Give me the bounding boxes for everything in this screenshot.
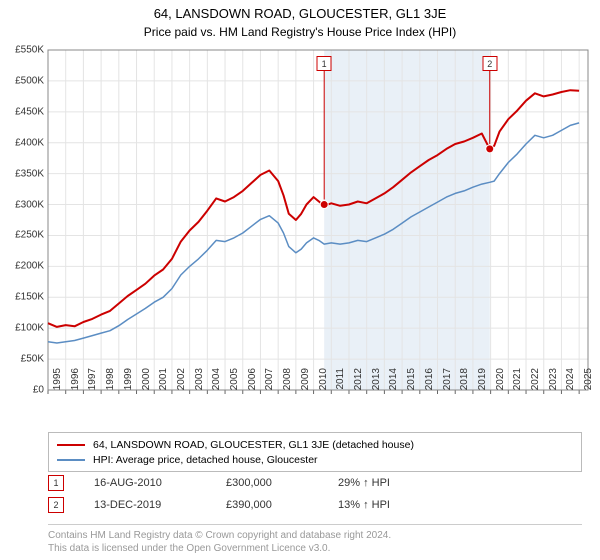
marker-pct: 13% ↑ HPI <box>338 499 448 511</box>
marker-row: 1 16-AUG-2010 £300,000 29% ↑ HPI <box>48 472 582 494</box>
x-axis-label: 1996 <box>70 368 81 398</box>
chart-subtitle: Price paid vs. HM Land Registry's House … <box>0 25 600 39</box>
y-axis-label: £550K <box>0 45 44 56</box>
x-axis-label: 2024 <box>565 368 576 398</box>
y-axis-label: £350K <box>0 168 44 179</box>
legend-item: 64, LANSDOWN ROAD, GLOUCESTER, GL1 3JE (… <box>57 437 573 452</box>
x-axis-label: 2022 <box>530 368 541 398</box>
x-axis-label: 2018 <box>459 368 470 398</box>
legend-swatch <box>57 444 85 446</box>
x-axis-label: 2000 <box>141 368 152 398</box>
marker-pct: 29% ↑ HPI <box>338 477 448 489</box>
legend-item: HPI: Average price, detached house, Glou… <box>57 452 573 467</box>
x-axis-label: 1997 <box>87 368 98 398</box>
credits-line: This data is licensed under the Open Gov… <box>48 542 582 555</box>
x-axis-label: 2002 <box>176 368 187 398</box>
legend-label: 64, LANSDOWN ROAD, GLOUCESTER, GL1 3JE (… <box>93 439 414 451</box>
x-axis-label: 2006 <box>247 368 258 398</box>
y-axis-label: £450K <box>0 106 44 117</box>
x-axis-label: 2003 <box>194 368 205 398</box>
marker-date: 16-AUG-2010 <box>94 477 214 489</box>
marker-price: £390,000 <box>226 499 326 511</box>
marker-number-box: 1 <box>48 475 64 491</box>
chart-area: 1 2 £0 £50K £100K £150K £200K £250K £300K £350K £4… <box>0 50 600 420</box>
marker-callout: 2 <box>482 56 497 71</box>
credits-line: Contains HM Land Registry data © Crown c… <box>48 529 582 542</box>
credits: Contains HM Land Registry data © Crown c… <box>48 524 582 555</box>
chart-title: 64, LANSDOWN ROAD, GLOUCESTER, GL1 3JE <box>0 6 600 21</box>
legend-swatch <box>57 459 85 461</box>
x-axis-label: 2023 <box>548 368 559 398</box>
x-axis-label: 2001 <box>158 368 169 398</box>
x-axis-label: 2015 <box>406 368 417 398</box>
legend-label: HPI: Average price, detached house, Glou… <box>93 454 318 466</box>
x-axis-label: 2013 <box>371 368 382 398</box>
x-axis-label: 2007 <box>264 368 275 398</box>
x-axis-label: 2008 <box>282 368 293 398</box>
x-axis-label: 2012 <box>353 368 364 398</box>
y-axis-label: £150K <box>0 292 44 303</box>
x-axis-label: 2004 <box>211 368 222 398</box>
x-axis-label: 2005 <box>229 368 240 398</box>
x-axis-label: 2019 <box>477 368 488 398</box>
x-axis-label: 1999 <box>123 368 134 398</box>
x-axis-label: 1998 <box>105 368 116 398</box>
y-axis-label: £250K <box>0 230 44 241</box>
plot-svg <box>48 50 588 390</box>
x-axis-label: 2011 <box>335 368 346 398</box>
legend: 64, LANSDOWN ROAD, GLOUCESTER, GL1 3JE (… <box>48 432 582 472</box>
x-axis-label: 2009 <box>300 368 311 398</box>
x-axis-label: 2016 <box>424 368 435 398</box>
marker-callout: 1 <box>317 56 332 71</box>
y-axis-label: £0 <box>0 385 44 396</box>
x-axis-label: 2025 <box>583 368 594 398</box>
marker-date: 13-DEC-2019 <box>94 499 214 511</box>
marker-number-box: 2 <box>48 497 64 513</box>
x-axis-label: 2010 <box>318 368 329 398</box>
y-axis-label: £300K <box>0 199 44 210</box>
y-axis-label: £50K <box>0 354 44 365</box>
marker-table: 1 16-AUG-2010 £300,000 29% ↑ HPI 2 13-DE… <box>48 472 582 516</box>
x-axis-label: 2017 <box>442 368 453 398</box>
x-axis-label: 2021 <box>512 368 523 398</box>
x-axis-label: 2020 <box>495 368 506 398</box>
y-axis-label: £500K <box>0 75 44 86</box>
y-axis-label: £100K <box>0 323 44 334</box>
y-axis-label: £400K <box>0 137 44 148</box>
marker-row: 2 13-DEC-2019 £390,000 13% ↑ HPI <box>48 494 582 516</box>
x-axis-label: 1995 <box>52 368 63 398</box>
y-axis-label: £200K <box>0 261 44 272</box>
marker-price: £300,000 <box>226 477 326 489</box>
x-axis-label: 2014 <box>388 368 399 398</box>
